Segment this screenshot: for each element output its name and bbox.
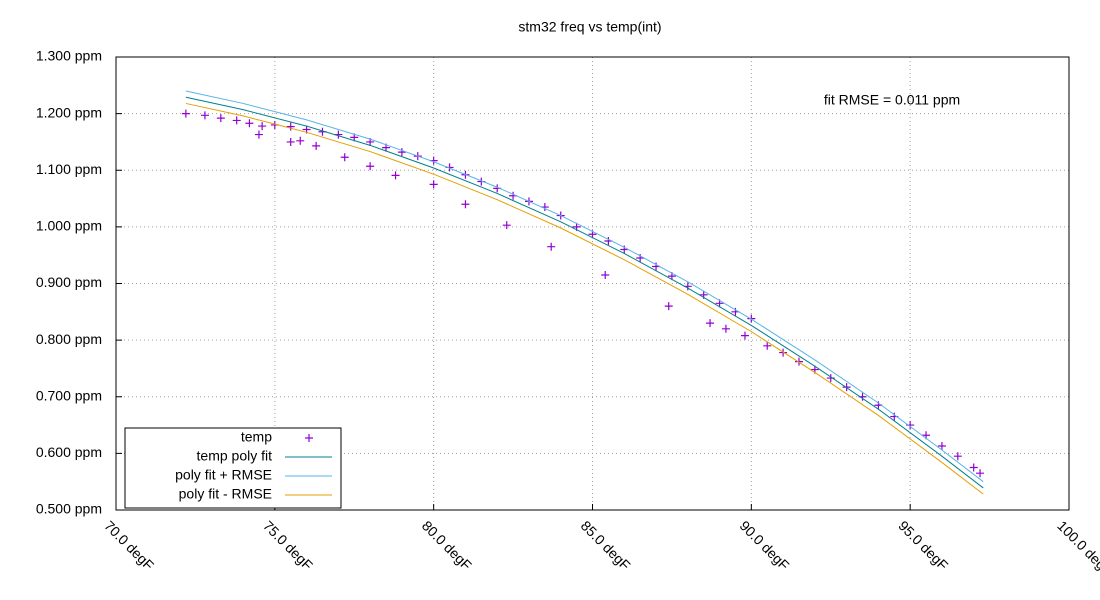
legend-label: temp xyxy=(241,429,272,445)
chart-title: stm32 freq vs temp(int) xyxy=(518,19,661,35)
fit-line xyxy=(185,90,984,483)
y-tick-label: 1.100 ppm xyxy=(36,161,102,177)
data-point xyxy=(397,148,406,157)
data-point xyxy=(461,200,470,209)
data-point xyxy=(906,421,915,430)
data-point xyxy=(429,180,438,189)
plot-frame xyxy=(115,56,1070,511)
y-tick-label: 0.900 ppm xyxy=(36,274,102,290)
y-tick-label: 1.300 ppm xyxy=(36,48,102,64)
data-point xyxy=(200,111,209,120)
data-point xyxy=(664,302,673,311)
x-tick-label: 75.0 degF xyxy=(260,517,316,573)
fit-line xyxy=(185,96,984,489)
data-point xyxy=(706,319,715,328)
data-point xyxy=(258,122,267,131)
data-point xyxy=(181,109,190,118)
data-point xyxy=(391,171,400,180)
data-point xyxy=(601,271,610,280)
data-point xyxy=(296,136,305,145)
x-tick-label: 70.0 degF xyxy=(101,517,157,573)
y-tick-label: 0.700 ppm xyxy=(36,387,102,403)
legend-label: poly fit + RMSE xyxy=(175,467,272,483)
y-tick-label: 1.000 ppm xyxy=(36,218,102,234)
data-point xyxy=(312,141,321,150)
data-point xyxy=(937,442,946,451)
data-point xyxy=(976,469,985,478)
data-point xyxy=(286,137,295,146)
legend-label: temp poly fit xyxy=(197,448,273,464)
data-point xyxy=(969,463,978,472)
x-tick-label: 85.0 degF xyxy=(578,517,634,573)
legend-label: poly fit - RMSE xyxy=(179,486,272,502)
y-tick-label: 0.500 ppm xyxy=(36,501,102,517)
legend-marker xyxy=(305,434,313,442)
data-point xyxy=(340,153,349,162)
x-tick-label: 90.0 degF xyxy=(737,517,793,573)
data-point xyxy=(254,130,263,139)
data-point xyxy=(763,341,772,350)
x-tick-label: 80.0 degF xyxy=(419,517,475,573)
fit-line xyxy=(185,102,984,495)
data-point xyxy=(232,116,241,125)
data-point xyxy=(216,114,225,123)
data-point xyxy=(740,331,749,340)
data-point xyxy=(547,242,556,251)
annotation: fit RMSE = 0.011 ppm xyxy=(824,92,960,108)
x-tick-label: 95.0 degF xyxy=(895,517,951,573)
y-tick-label: 0.600 ppm xyxy=(36,444,102,460)
data-point xyxy=(953,452,962,461)
data-point xyxy=(721,324,730,333)
x-tick-label: 100.0 degF xyxy=(1054,517,1100,578)
y-tick-label: 1.200 ppm xyxy=(36,104,102,120)
data-point xyxy=(502,221,511,230)
data-point xyxy=(826,374,835,383)
data-point xyxy=(245,119,254,128)
y-tick-label: 0.800 ppm xyxy=(36,331,102,347)
data-point xyxy=(366,162,375,171)
data-point xyxy=(286,122,295,131)
